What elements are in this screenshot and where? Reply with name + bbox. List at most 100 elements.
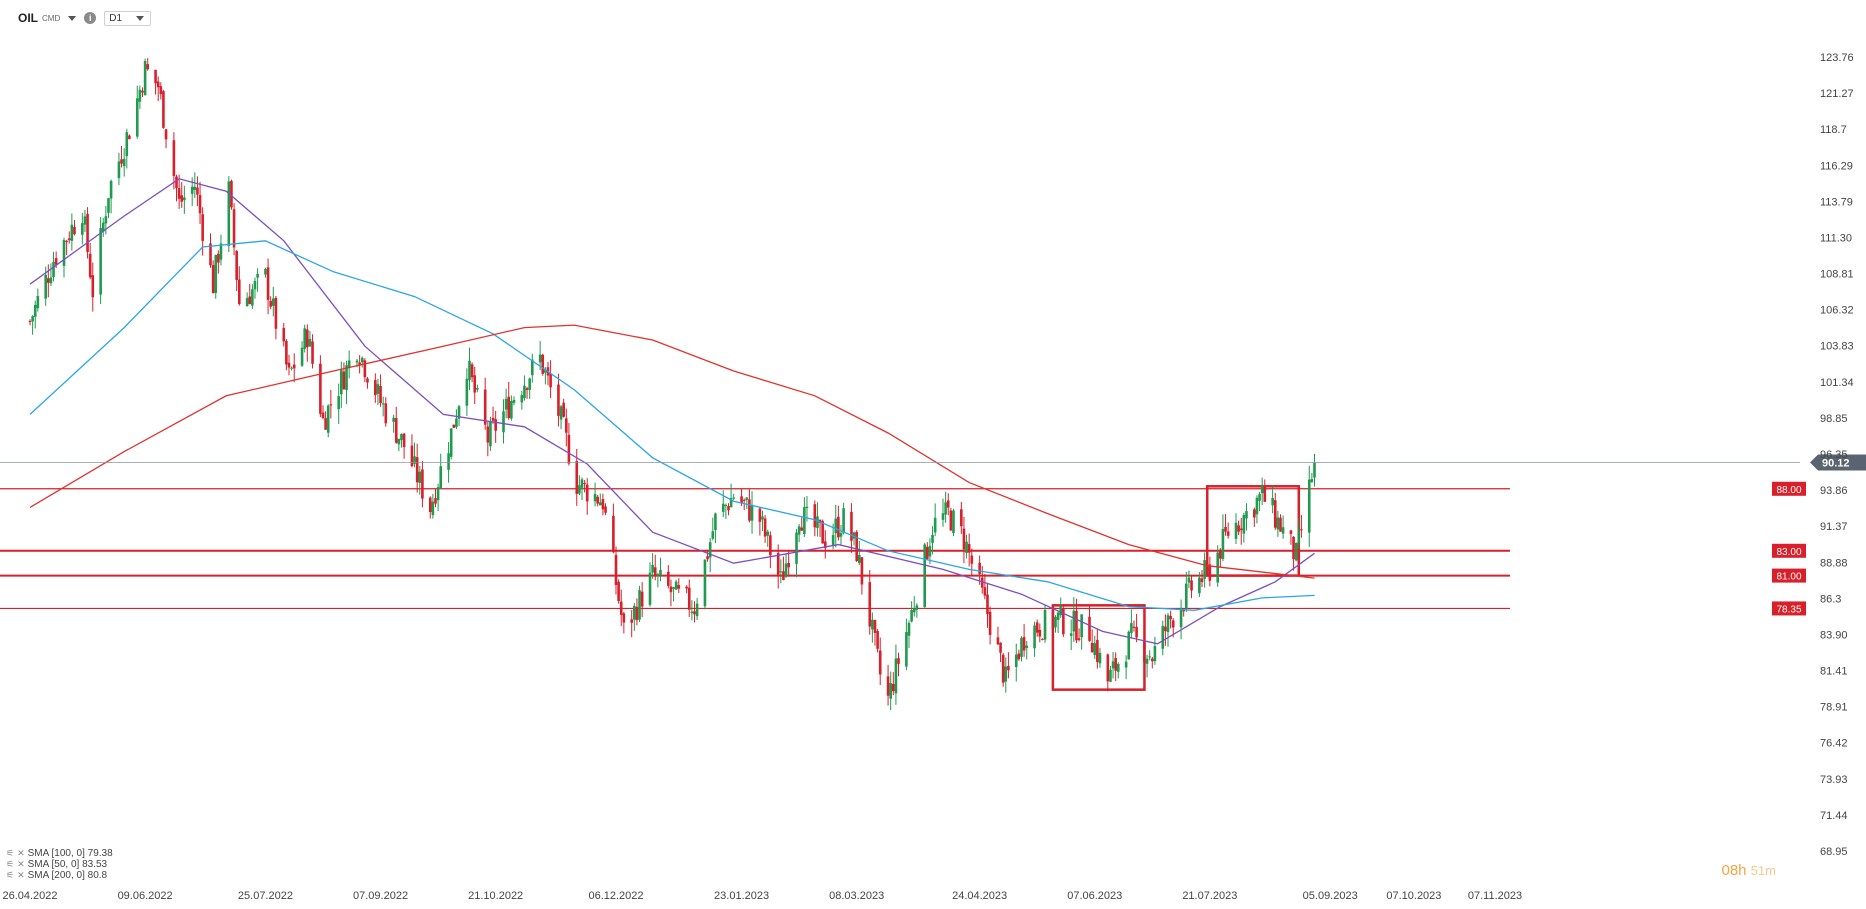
candle — [1080, 614, 1083, 650]
candle-body — [1221, 529, 1225, 559]
candle-body — [528, 378, 531, 390]
candle-body — [486, 426, 490, 443]
candle-body — [599, 502, 602, 506]
candle — [578, 475, 581, 496]
candle-body — [1051, 610, 1055, 629]
candle — [470, 362, 474, 383]
candle — [274, 295, 278, 340]
candle-body — [724, 504, 728, 506]
candle — [329, 390, 333, 419]
candle — [1109, 665, 1112, 683]
candle — [1203, 552, 1206, 588]
candle-body — [1025, 645, 1029, 649]
candle — [677, 578, 681, 593]
settings-icon[interactable]: ⚟ — [6, 870, 15, 880]
legend-label: SMA [50, 0] 83.53 — [27, 859, 108, 870]
range-box — [1205, 485, 1301, 577]
close-icon[interactable]: ✕ — [17, 870, 25, 880]
candle-body — [308, 338, 312, 347]
candle — [146, 58, 150, 71]
candle — [62, 237, 66, 278]
legend-item-sma50[interactable]: ⚟ ✕ SMA [50, 0] 83.53 — [6, 859, 113, 870]
candle-body — [669, 586, 673, 593]
legend-item-sma100[interactable]: ⚟ ✕ SMA [100, 0] 79.38 — [6, 848, 113, 859]
candle-body — [214, 255, 218, 294]
candle-body — [674, 581, 678, 590]
candle — [28, 319, 32, 326]
candle-body — [237, 279, 241, 305]
candle — [805, 496, 809, 522]
candle-body — [933, 517, 937, 533]
candle-body — [232, 209, 236, 248]
candle-body — [1022, 637, 1026, 651]
level-tag-label: 81.00 — [1776, 572, 1801, 583]
legend-item-sma200[interactable]: ⚟ ✕ SMA [200, 0] 80.8 — [6, 870, 113, 881]
timeframe-select[interactable]: D1 — [104, 10, 152, 26]
chart-toolbar: OIL CMD i D1 — [18, 8, 152, 28]
candle — [117, 152, 121, 186]
candle — [65, 239, 68, 256]
candle — [638, 585, 641, 622]
candle-body — [960, 509, 963, 527]
candle — [980, 566, 984, 594]
candle-body — [850, 511, 853, 541]
candle-body — [983, 587, 987, 596]
candle-body — [1153, 646, 1157, 662]
candle-body — [1148, 656, 1151, 658]
candle-body — [345, 365, 348, 391]
candle — [413, 442, 416, 468]
candle — [986, 583, 989, 628]
candle-body — [394, 418, 398, 443]
price-axis[interactable]: 123.76 121.27 118.7 116.29 113.79 111.30 108.8… — [1820, 52, 1854, 858]
candle-body — [1111, 661, 1115, 669]
candle — [779, 559, 783, 584]
x-tick-label: 08.03.2023 — [829, 890, 884, 902]
candle-body — [915, 605, 919, 610]
candle-body — [1135, 626, 1138, 638]
candle-body — [321, 412, 325, 419]
candle — [1281, 515, 1285, 539]
candle — [256, 268, 259, 292]
candle — [729, 483, 733, 508]
candle — [1014, 643, 1018, 682]
candle — [567, 422, 571, 466]
candle-body — [708, 542, 712, 558]
last-price-line: 90.12 — [0, 454, 1866, 471]
candle — [230, 179, 233, 210]
candle — [834, 504, 838, 548]
timeframe-value: D1 — [109, 12, 123, 24]
candle-body — [1116, 663, 1120, 672]
candle-body — [1041, 638, 1044, 640]
candle — [1292, 536, 1295, 571]
settings-icon[interactable]: ⚟ — [6, 859, 15, 869]
close-icon[interactable]: ✕ — [17, 859, 25, 869]
candle — [769, 531, 772, 569]
candle — [787, 551, 790, 577]
candle-body — [1279, 517, 1282, 532]
info-icon[interactable]: i — [84, 12, 97, 24]
candle — [1258, 491, 1261, 512]
candle — [47, 264, 50, 298]
settings-icon[interactable]: ⚟ — [6, 848, 15, 858]
candle-body — [1273, 500, 1277, 528]
candle — [776, 544, 780, 589]
symbol-dropdown-chevron-icon[interactable] — [68, 15, 77, 21]
candle — [873, 619, 877, 646]
symbol-label[interactable]: OIL — [18, 11, 38, 25]
candle — [962, 516, 966, 564]
candle — [253, 277, 257, 299]
y-tick-label: 73.93 — [1820, 774, 1848, 786]
candle — [483, 377, 487, 430]
candle-body — [253, 280, 257, 290]
candle-body — [326, 405, 330, 433]
candle-body — [67, 238, 71, 241]
time-axis[interactable]: 26.04.2022 09.06.2022 25.07.2022 07.09.2022… — [2, 890, 1522, 902]
candle-body — [489, 421, 492, 447]
candle — [685, 585, 688, 594]
candle-body — [135, 98, 139, 137]
candle — [326, 404, 330, 438]
close-icon[interactable]: ✕ — [17, 848, 25, 858]
candle-body — [578, 485, 581, 494]
candle-body — [635, 606, 639, 621]
